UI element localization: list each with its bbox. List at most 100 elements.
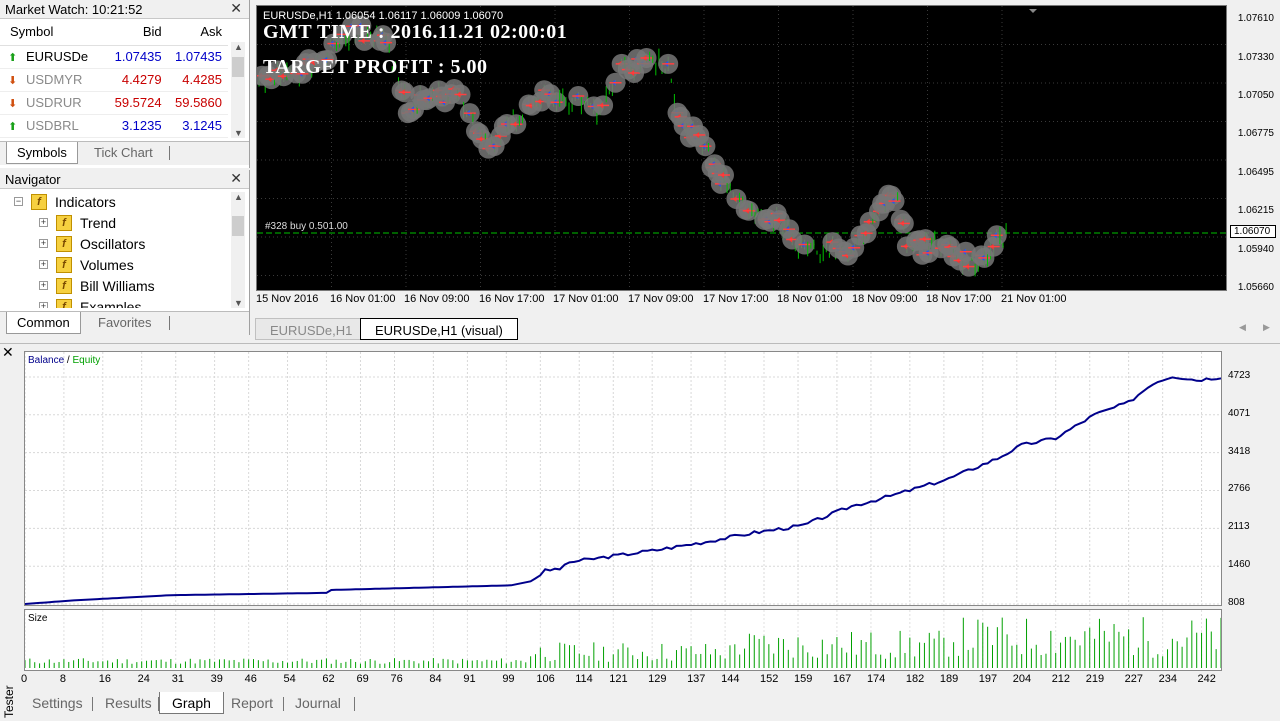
balance-graph-svg	[25, 352, 1221, 605]
indicator-folder-icon: f	[56, 298, 72, 308]
expand-icon[interactable]: +	[39, 280, 48, 290]
bid-value: 4.4279	[107, 68, 168, 92]
scrollbar-thumb[interactable]	[232, 57, 244, 77]
expand-icon[interactable]: +	[39, 259, 48, 269]
table-row[interactable]: ⬆ USDBRL 3.1235 3.1245	[0, 114, 228, 138]
scroll-down-icon[interactable]: ▼	[234, 128, 243, 138]
chevron-left-icon[interactable]: ◀	[1239, 322, 1246, 332]
price-chart-area[interactable]: EURUSDe,H1 1.06054 1.06117 1.06009 1.060…	[256, 5, 1227, 291]
tab-favorites[interactable]: Favorites	[98, 315, 152, 330]
tab-graph[interactable]: Graph	[159, 692, 224, 714]
indicator-folder-icon: f	[56, 214, 72, 231]
tab-chart-eurusde-visual[interactable]: EURUSDe,H1 (visual)	[360, 318, 518, 340]
tab-symbols[interactable]: Symbols	[6, 142, 78, 164]
navigator-tabs: Common Favorites	[0, 311, 249, 335]
arrow-down-icon: ⬇	[8, 98, 18, 110]
market-watch-title-bar: Market Watch: 10:21:52 ✕	[0, 0, 249, 19]
arrow-down-icon: ⬇	[8, 75, 18, 87]
x-axis-label: 17 Nov 01:00	[553, 293, 619, 305]
graph-x-axis-label: 234	[1158, 673, 1178, 685]
ask-value: 3.1245	[167, 114, 228, 138]
tab-chart-eurusde[interactable]: EURUSDe,H1	[255, 318, 368, 340]
legend-balance: Balance	[28, 355, 65, 366]
x-axis-label: 16 Nov 17:00	[479, 293, 545, 305]
market-watch-tabs: Symbols Tick Chart	[0, 141, 249, 165]
tab-results[interactable]: Results	[105, 695, 152, 711]
table-row[interactable]: ⬇ USDRUR 59.5724 59.5860	[0, 91, 228, 115]
tree-item-indicators[interactable]: − f Indicators	[14, 191, 116, 212]
graph-legend: Balance / Equity	[28, 355, 100, 366]
graph-x-axis-label: 54	[283, 673, 296, 685]
y-axis-label: 1.05940	[1237, 244, 1274, 255]
balance-graph: Balance / Equity	[24, 351, 1222, 606]
price-chart-svg	[257, 6, 1226, 290]
scroll-up-icon[interactable]: ▲	[234, 192, 243, 202]
table-row[interactable]: ⬇ USDMYR 4.4279 4.4285	[0, 68, 228, 92]
graph-x-axis-label: 129	[648, 673, 667, 685]
y-axis-label: 1.06495	[1237, 167, 1274, 178]
graph-x-axis-label: 76	[390, 673, 403, 685]
scrollbar-thumb[interactable]	[232, 216, 244, 236]
legend-separator: /	[64, 355, 73, 366]
symbol-name: USDRUR	[26, 95, 82, 110]
tab-common[interactable]: Common	[6, 312, 81, 334]
tree-item-label: Bill Williams	[80, 277, 155, 294]
chart-tab-bar: EURUSDe,H1 EURUSDe,H1 (visual) ◀ ▶	[253, 317, 1280, 341]
tree-item-trend[interactable]: + f Trend	[39, 212, 116, 233]
scroll-down-icon[interactable]: ▼	[234, 298, 243, 308]
graph-x-axis-label: 182	[905, 673, 925, 685]
close-icon[interactable]: ✕	[2, 344, 14, 360]
tab-separator	[283, 697, 284, 711]
navigator-scrollbar[interactable]: ▲ ▼	[231, 192, 245, 308]
graph-y-axis-label: 2113	[1228, 521, 1250, 533]
size-graph: Size	[24, 609, 1222, 671]
gmt-time-label: GMT TIME : 2016.11.21 02:00:01	[263, 21, 568, 43]
x-axis-label: 17 Nov 17:00	[703, 293, 769, 305]
tree-item-examples[interactable]: + f Examples	[39, 296, 141, 308]
chevron-right-icon[interactable]: ▶	[1263, 322, 1270, 332]
graph-x-axis-label: 39	[210, 673, 223, 685]
close-icon[interactable]: ✕	[230, 170, 242, 186]
tree-item-label: Oscillators	[80, 235, 146, 252]
tree-item-oscillators[interactable]: + f Oscillators	[39, 233, 145, 254]
tree-item-label: Volumes	[80, 256, 134, 273]
graph-x-axis-label: 0	[21, 673, 28, 685]
tab-tick-chart[interactable]: Tick Chart	[94, 145, 153, 160]
column-header-ask[interactable]: Ask	[167, 19, 228, 46]
tab-settings[interactable]: Settings	[32, 695, 83, 711]
graph-x-axis-label: 197	[978, 673, 998, 685]
tab-separator	[92, 697, 93, 711]
tester-side-bar: ✕ Tester	[0, 344, 20, 721]
indicator-folder-icon: f	[56, 235, 72, 252]
bid-value: 1.07435	[107, 45, 168, 69]
graph-x-axis-label: 137	[687, 673, 706, 685]
shift-marker	[1029, 9, 1037, 13]
tab-report[interactable]: Report	[231, 695, 274, 711]
tree-item-examples-clip: + f Examples	[39, 296, 229, 308]
scroll-up-icon[interactable]: ▲	[234, 42, 243, 52]
current-price-tag: 1.06070	[1230, 225, 1276, 238]
graph-x-axis-label: 167	[832, 673, 852, 685]
arrow-up-icon: ⬆	[8, 121, 18, 133]
graph-x-axis-label: 99	[502, 673, 515, 685]
graph-x-axis-label: 204	[1012, 673, 1032, 685]
tree-item-volumes[interactable]: + f Volumes	[39, 254, 134, 275]
legend-equity: Equity	[72, 355, 101, 366]
expand-icon[interactable]: +	[39, 238, 48, 248]
close-icon[interactable]: ✕	[230, 0, 242, 16]
tab-journal[interactable]: Journal	[295, 695, 341, 711]
strategy-tester-panel: ✕ Tester Balance / Equity Size 4723 4071 3…	[0, 343, 1280, 721]
collapse-icon[interactable]: −	[14, 196, 23, 206]
column-header-bid[interactable]: Bid	[107, 19, 168, 46]
expand-icon[interactable]: +	[39, 302, 48, 308]
indicator-folder-icon: f	[31, 193, 47, 210]
table-row[interactable]: ⬆ EURUSDe 1.07435 1.07435	[0, 45, 228, 69]
y-axis-label: 1.07050	[1237, 90, 1274, 101]
market-watch-panel: Market Watch: 10:21:52 ✕ Symbol Bid Ask …	[0, 0, 250, 168]
column-header-symbol[interactable]: Symbol	[0, 19, 108, 46]
market-watch-scrollbar[interactable]: ▲ ▼	[231, 42, 245, 138]
arrow-up-icon: ⬆	[8, 52, 18, 64]
expand-icon[interactable]: +	[39, 217, 48, 227]
x-axis-label: 18 Nov 01:00	[777, 293, 843, 305]
tree-item-bill-williams[interactable]: + f Bill Williams	[39, 275, 155, 296]
